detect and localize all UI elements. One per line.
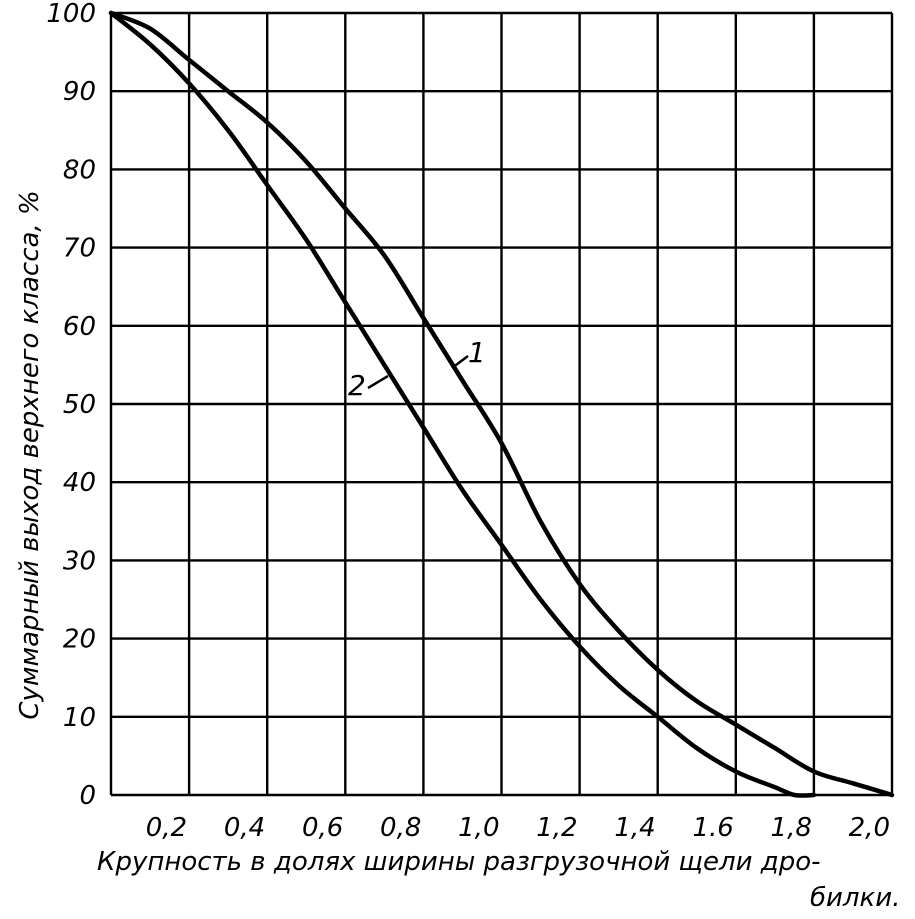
x-axis-title-line2: билки. bbox=[810, 883, 900, 913]
y-tick-label: 60 bbox=[63, 312, 96, 342]
curve-label-2: 2 bbox=[348, 369, 366, 402]
y-axis-title: Суммарный выход верхнего класса, % bbox=[15, 190, 45, 719]
x-tick-label: 2,0 bbox=[849, 813, 890, 843]
x-tick-label: 0,2 bbox=[146, 813, 187, 843]
series-line-1 bbox=[108, 10, 895, 798]
y-tick-label: 50 bbox=[63, 390, 96, 420]
tick-labels: 0,2 0,4 0,6 0,8 1,0 1,2 1,4 1.6 1,8 2,0 0 10 20 30 40 5… bbox=[46, 0, 890, 843]
x-tick-label: 1,8 bbox=[771, 813, 812, 843]
y-tick-label: 0 bbox=[79, 781, 96, 811]
y-tick-label: 80 bbox=[63, 155, 96, 185]
x-tick-label: 0,8 bbox=[380, 813, 421, 843]
series-lines bbox=[108, 10, 895, 798]
leader-line-series-2 bbox=[367, 374, 389, 390]
y-tick-label: 70 bbox=[63, 234, 96, 264]
y-tick-label: 10 bbox=[63, 703, 96, 733]
y-tick-label: 100 bbox=[46, 0, 96, 29]
leader-line-series-1 bbox=[451, 355, 469, 369]
y-tick-label: 20 bbox=[63, 625, 96, 655]
series-line-2 bbox=[108, 10, 817, 798]
x-tick-label: 1,0 bbox=[458, 813, 499, 843]
y-tick-label: 40 bbox=[63, 468, 96, 498]
x-tick-label: 1,4 bbox=[614, 813, 655, 843]
x-tick-label: 0,4 bbox=[224, 813, 265, 843]
curve-labels: 1 2 bbox=[348, 336, 486, 402]
x-tick-label: 1,2 bbox=[536, 813, 577, 843]
x-tick-label: 1.6 bbox=[692, 813, 733, 843]
curve-label-1: 1 bbox=[468, 336, 486, 369]
y-tick-label: 90 bbox=[63, 77, 96, 107]
y-tick-label: 30 bbox=[63, 546, 96, 576]
grid bbox=[109, 11, 894, 797]
x-axis-title-line1: Крупность в долях ширины разгрузочной ще… bbox=[97, 847, 821, 877]
x-tick-label: 0,6 bbox=[302, 813, 343, 843]
